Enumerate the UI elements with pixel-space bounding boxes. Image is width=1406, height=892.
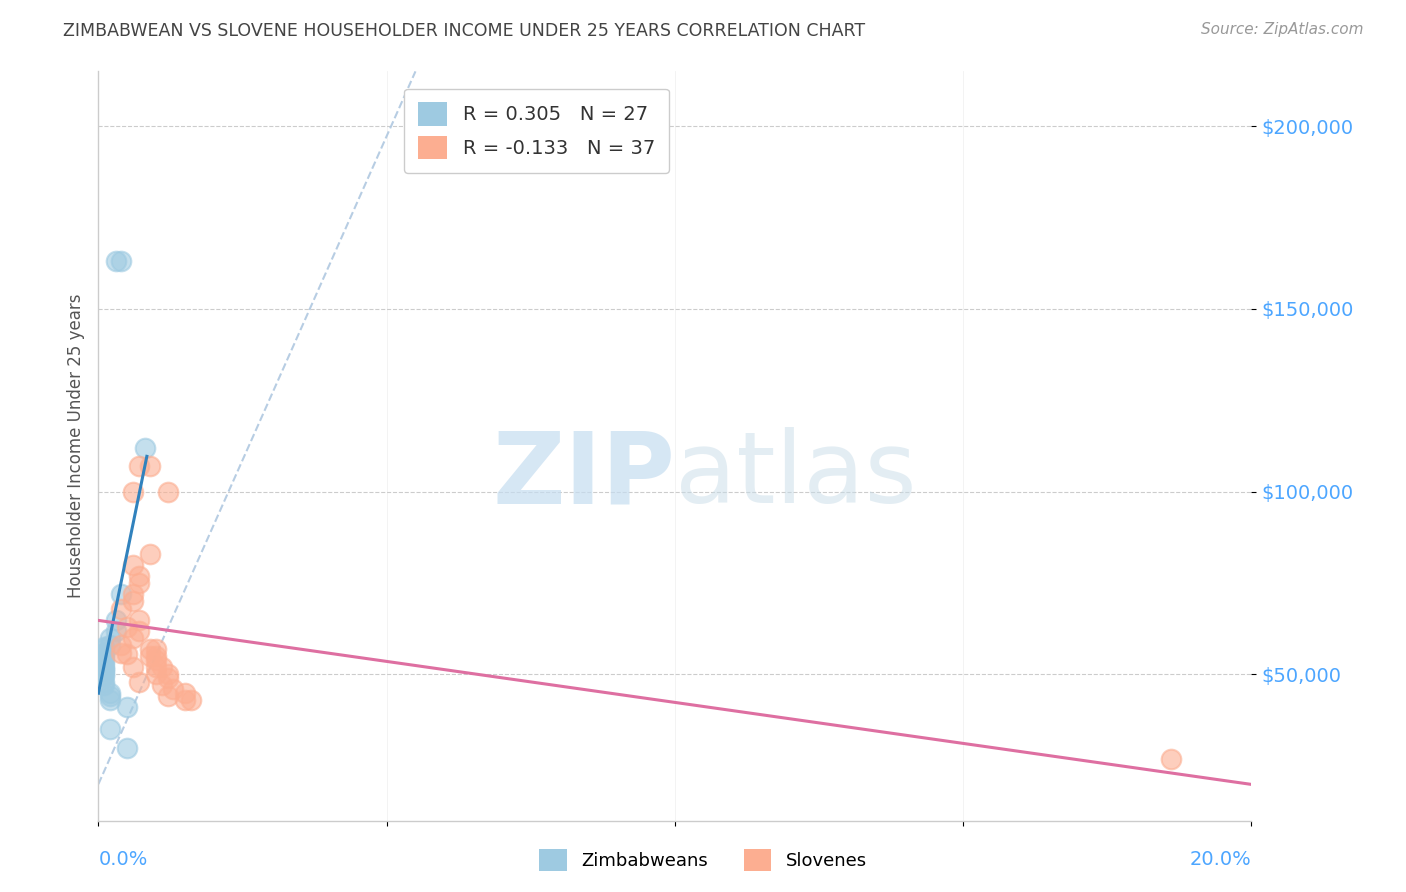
Legend: Zimbabweans, Slovenes: Zimbabweans, Slovenes — [533, 842, 873, 879]
Point — [150, 678, 173, 692]
Text: ZIP: ZIP — [492, 427, 675, 524]
Point — [98, 723, 121, 737]
Point — [93, 664, 115, 678]
Point — [156, 690, 179, 704]
Point — [117, 740, 139, 755]
Point — [145, 653, 167, 667]
Point — [98, 690, 121, 704]
Point — [122, 484, 145, 499]
Point — [93, 669, 115, 683]
Text: atlas: atlas — [675, 427, 917, 524]
Point — [104, 254, 127, 268]
Point — [162, 681, 184, 696]
Point — [93, 641, 115, 656]
Point — [122, 587, 145, 601]
Point — [139, 649, 162, 664]
Point — [93, 674, 115, 689]
Point — [145, 667, 167, 681]
Point — [128, 613, 150, 627]
Point — [156, 484, 179, 499]
Point — [93, 667, 115, 681]
Point — [128, 576, 150, 591]
Point — [110, 601, 132, 615]
Point — [98, 693, 121, 707]
Point — [98, 638, 121, 652]
Point — [93, 646, 115, 660]
Point — [156, 667, 179, 681]
Point — [110, 254, 132, 268]
Point — [117, 620, 139, 634]
Point — [139, 641, 162, 656]
Point — [93, 678, 115, 692]
Point — [139, 547, 162, 561]
Point — [174, 686, 197, 700]
Text: Source: ZipAtlas.com: Source: ZipAtlas.com — [1201, 22, 1364, 37]
Point — [93, 662, 115, 676]
Point — [110, 638, 132, 652]
Point — [122, 631, 145, 645]
Point — [122, 594, 145, 608]
Point — [110, 646, 132, 660]
Point — [93, 653, 115, 667]
Point — [128, 568, 150, 582]
Point — [98, 631, 121, 645]
Point — [150, 660, 173, 674]
Point — [128, 624, 150, 638]
Y-axis label: Householder Income Under 25 years: Householder Income Under 25 years — [66, 293, 84, 599]
Text: ZIMBABWEAN VS SLOVENE HOUSEHOLDER INCOME UNDER 25 YEARS CORRELATION CHART: ZIMBABWEAN VS SLOVENE HOUSEHOLDER INCOME… — [63, 22, 866, 40]
Point — [156, 671, 179, 685]
Point — [145, 660, 167, 674]
Point — [93, 649, 115, 664]
Text: 20.0%: 20.0% — [1189, 850, 1251, 869]
Point — [117, 700, 139, 714]
Point — [145, 641, 167, 656]
Point — [134, 441, 156, 455]
Point — [110, 587, 132, 601]
Point — [93, 640, 115, 654]
Point — [1160, 751, 1182, 765]
Point — [128, 459, 150, 474]
Text: 0.0%: 0.0% — [98, 850, 148, 869]
Point — [122, 558, 145, 572]
Point — [104, 624, 127, 638]
Point — [174, 693, 197, 707]
Point — [180, 693, 202, 707]
Point — [104, 613, 127, 627]
Point — [122, 660, 145, 674]
Point — [93, 660, 115, 674]
Point — [117, 648, 139, 662]
Point — [93, 657, 115, 671]
Point — [145, 649, 167, 664]
Legend: R = 0.305   N = 27, R = -0.133   N = 37: R = 0.305 N = 27, R = -0.133 N = 37 — [405, 88, 669, 173]
Point — [139, 459, 162, 474]
Point — [98, 686, 121, 700]
Point — [128, 674, 150, 689]
